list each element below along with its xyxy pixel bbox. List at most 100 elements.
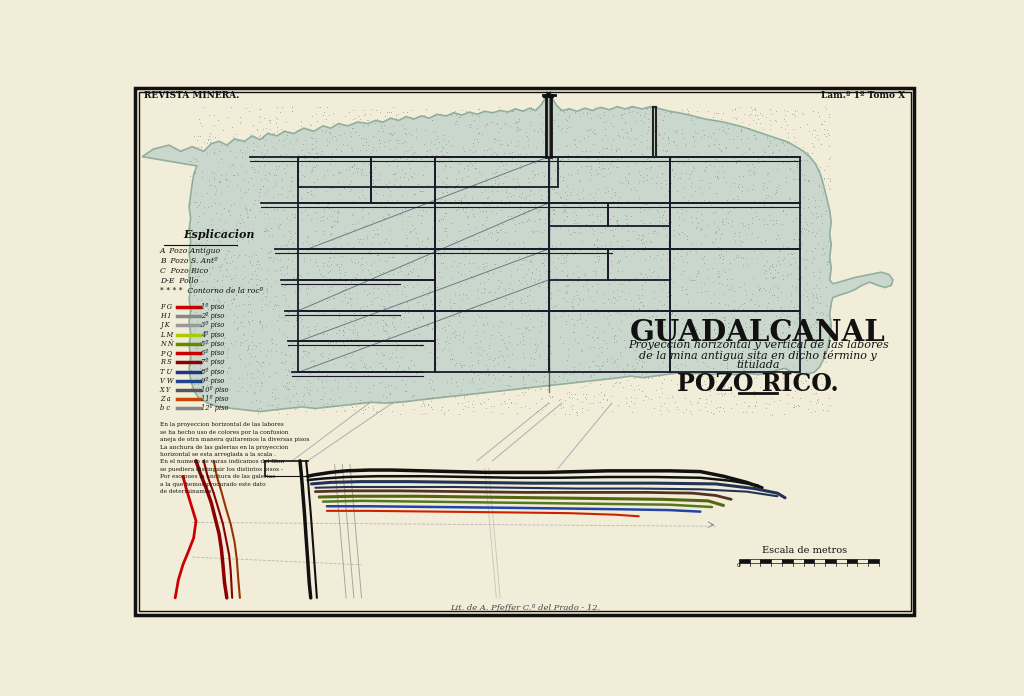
- Point: [280, 364, 296, 375]
- Point: [182, 171, 199, 182]
- Point: [790, 196, 806, 207]
- Point: [706, 383, 722, 395]
- Point: [529, 204, 546, 215]
- Point: [544, 240, 560, 251]
- Point: [586, 341, 602, 352]
- Point: [627, 116, 643, 127]
- Point: [542, 296, 558, 307]
- Point: [203, 345, 219, 356]
- Point: [470, 383, 486, 394]
- Point: [627, 220, 643, 231]
- Point: [762, 114, 778, 125]
- Point: [272, 188, 289, 199]
- Point: [241, 343, 257, 354]
- Point: [729, 348, 745, 359]
- Point: [543, 216, 559, 227]
- Point: [643, 148, 659, 159]
- Point: [332, 232, 348, 244]
- Point: [330, 215, 346, 226]
- Point: [299, 288, 315, 299]
- Point: [325, 170, 341, 181]
- Point: [207, 131, 223, 142]
- Point: [339, 297, 355, 308]
- Point: [796, 253, 812, 264]
- Point: [640, 372, 656, 383]
- Point: [618, 127, 635, 139]
- Point: [706, 407, 722, 418]
- Point: [343, 175, 359, 187]
- Point: [735, 171, 752, 182]
- Point: [561, 409, 578, 420]
- Point: [578, 394, 594, 405]
- Point: [261, 150, 278, 161]
- Point: [460, 292, 476, 303]
- Point: [504, 349, 520, 360]
- Point: [679, 248, 695, 260]
- Point: [397, 203, 414, 214]
- Point: [656, 223, 673, 234]
- Point: [406, 403, 422, 414]
- Point: [562, 368, 579, 379]
- Point: [437, 194, 454, 205]
- Point: [735, 397, 752, 408]
- Point: [263, 245, 280, 256]
- Point: [315, 400, 332, 411]
- Point: [232, 192, 249, 203]
- Point: [224, 131, 241, 142]
- Point: [538, 217, 554, 228]
- Point: [377, 363, 393, 374]
- Point: [461, 225, 477, 236]
- Point: [256, 150, 272, 161]
- Point: [342, 333, 358, 345]
- Point: [810, 200, 826, 211]
- Point: [476, 120, 493, 132]
- Point: [696, 194, 713, 205]
- Point: [432, 258, 449, 269]
- Point: [472, 205, 488, 216]
- Point: [207, 310, 223, 321]
- Point: [710, 346, 726, 357]
- Point: [385, 129, 401, 140]
- Point: [461, 361, 477, 372]
- Point: [336, 340, 352, 351]
- Point: [455, 246, 471, 258]
- Point: [294, 160, 310, 171]
- Bar: [435, 310, 549, 372]
- Point: [478, 119, 495, 130]
- Point: [228, 179, 245, 190]
- Point: [779, 314, 796, 325]
- Point: [249, 124, 265, 135]
- Point: [343, 142, 359, 153]
- Point: [316, 206, 333, 217]
- Point: [688, 356, 705, 367]
- Point: [800, 175, 816, 186]
- Point: [681, 173, 697, 184]
- Point: [230, 169, 247, 180]
- Point: [408, 223, 424, 234]
- Point: [512, 312, 528, 323]
- Point: [727, 347, 743, 358]
- Point: [753, 247, 769, 258]
- Point: [217, 174, 233, 185]
- Point: [674, 123, 690, 134]
- Point: [764, 147, 780, 158]
- Point: [359, 208, 376, 219]
- Point: [323, 183, 339, 194]
- Point: [814, 249, 830, 260]
- Point: [798, 285, 814, 296]
- Point: [519, 291, 536, 302]
- Point: [659, 393, 676, 404]
- Point: [807, 125, 823, 136]
- Point: [308, 136, 325, 147]
- Point: [407, 189, 423, 200]
- Point: [598, 394, 614, 405]
- Point: [236, 298, 252, 309]
- Point: [541, 244, 557, 255]
- Point: [426, 138, 442, 149]
- Point: [807, 194, 823, 205]
- Point: [528, 376, 545, 387]
- Point: [818, 240, 835, 251]
- Point: [519, 152, 536, 163]
- Point: [738, 385, 755, 396]
- Text: * * * *  Contorno de la rocª: * * * * Contorno de la rocª: [160, 287, 263, 295]
